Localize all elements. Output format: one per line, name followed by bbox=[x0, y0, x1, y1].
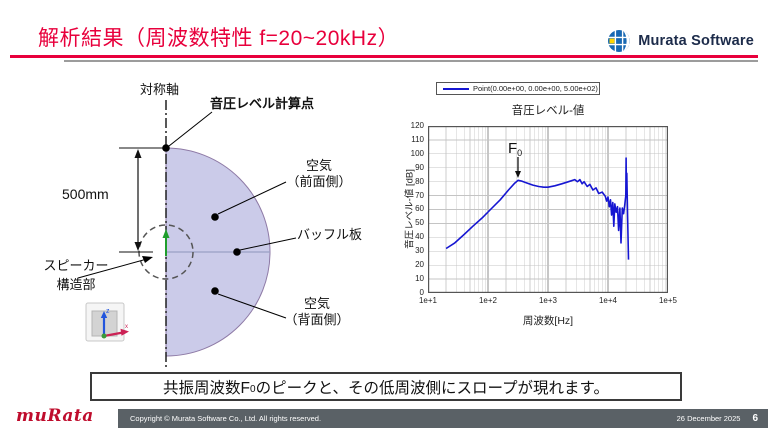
air-front-label: 空気 （前面側） bbox=[278, 158, 360, 190]
legend-series-label: Point(0.00e+00, 0.00e+00, 5.00e+02) bbox=[473, 84, 598, 93]
calc-point-dot bbox=[162, 144, 170, 152]
speaker-structure-label: スピーカー 構造部 bbox=[28, 256, 124, 294]
x-tick-label: 1e+3 bbox=[538, 296, 558, 305]
local-axis-arrow bbox=[162, 229, 170, 256]
title-underline-red bbox=[10, 55, 758, 58]
summary-text-sub: 0 bbox=[250, 384, 256, 395]
x-tick-label: 1e+2 bbox=[478, 296, 498, 305]
triad-z-label: z bbox=[106, 308, 110, 315]
y-tick-label: 120 bbox=[410, 121, 424, 130]
legend-line-swatch bbox=[443, 87, 469, 90]
axisymmetric-model-diagram: z x 対称軸 音圧レベル計算点 空気 （前面側） バッフル板 空気 （背面側）… bbox=[0, 70, 400, 380]
air-front-dot bbox=[211, 213, 219, 221]
y-tick-label: 40 bbox=[415, 232, 424, 242]
footer-bar: Copyright © Murata Software Co., Ltd. Al… bbox=[118, 409, 768, 428]
air-back-leader bbox=[217, 293, 287, 319]
chart-title: 音圧レベル-値 bbox=[511, 105, 585, 117]
murata-software-wordmark: Murata Software bbox=[638, 33, 754, 49]
y-tick-label: 100 bbox=[410, 148, 424, 158]
summary-message-box: 共振周波数F 0 のピークと、その低周波側にスロープが現れます。 bbox=[90, 372, 682, 401]
y-axis-ticks: 120 110 100 90 80 70 60 50 40 30 20 10 0 bbox=[400, 122, 424, 297]
air-front-leader bbox=[217, 181, 287, 215]
coordinate-triad-icon: z x bbox=[85, 302, 129, 342]
y-tick-label: 110 bbox=[411, 134, 424, 144]
spl-frequency-chart: Point(0.00e+00, 0.00e+00, 5.00e+02) 音圧レベ… bbox=[400, 80, 768, 338]
murata-globe-icon bbox=[608, 30, 631, 52]
air-back-line1: 空気 bbox=[303, 296, 330, 311]
summary-text-pre: 共振周波数F bbox=[163, 379, 250, 397]
x-tick-label: 1e+4 bbox=[598, 296, 618, 305]
y-tick-label: 0 bbox=[419, 287, 424, 297]
copyright-text: Copyright © Murata Software Co., Ltd. Al… bbox=[130, 414, 322, 423]
y-tick-label: 20 bbox=[415, 260, 424, 270]
calc-point-label: 音圧レベル計算点 bbox=[210, 96, 315, 111]
footer-date: 26 December 2025 bbox=[676, 414, 741, 423]
murata-footer-logo: muRata bbox=[16, 406, 94, 426]
air-front-line2: （前面側） bbox=[286, 174, 352, 189]
chart-legend: Point(0.00e+00, 0.00e+00, 5.00e+02) bbox=[436, 82, 600, 95]
speaker-line1: スピーカー bbox=[43, 258, 109, 273]
symmetry-axis-label: 対称軸 bbox=[140, 82, 180, 97]
y-tick-label: 60 bbox=[415, 204, 424, 214]
speaker-line2: 構造部 bbox=[56, 277, 96, 292]
speaker-leader-arrow bbox=[77, 256, 153, 279]
page-number: 6 bbox=[752, 413, 758, 424]
air-back-dot bbox=[211, 287, 219, 295]
f0-annotation: F0 bbox=[508, 140, 522, 158]
y-tick-label: 80 bbox=[415, 176, 424, 186]
x-axis-label: 周波数[Hz] bbox=[522, 315, 574, 327]
calc-point-leader bbox=[168, 111, 213, 147]
triad-x-label: x bbox=[125, 324, 128, 330]
baffle-leader bbox=[239, 237, 297, 251]
y-tick-label: 30 bbox=[415, 246, 424, 256]
baffle-dot bbox=[233, 248, 241, 256]
title-underline-gray bbox=[64, 60, 758, 62]
air-front-line1: 空気 bbox=[305, 158, 332, 173]
y-tick-label: 70 bbox=[415, 190, 424, 200]
y-tick-label: 50 bbox=[415, 218, 424, 228]
chart-plot-area: F0 bbox=[427, 125, 669, 294]
summary-text-post: のピークと、その低周波側にスロープが現れます。 bbox=[255, 379, 609, 397]
x-tick-label: 1e+1 bbox=[418, 296, 438, 305]
y-tick-label: 10 bbox=[415, 273, 424, 283]
air-back-label: 空気 （背面側） bbox=[274, 296, 360, 328]
dimension-label: 500mm bbox=[62, 186, 109, 202]
x-axis-ticks: 1e+1 1e+2 1e+3 1e+4 1e+5 bbox=[413, 296, 683, 305]
murata-software-logo: Murata Software bbox=[606, 28, 754, 54]
page-title: 解析結果（周波数特性 f=20~20kHz） bbox=[38, 27, 400, 50]
x-tick-label: 1e+5 bbox=[658, 296, 678, 305]
air-back-line2: （背面側） bbox=[284, 312, 350, 327]
y-tick-label: 90 bbox=[415, 162, 424, 172]
dimension-500mm bbox=[119, 147, 165, 253]
baffle-label: バッフル板 bbox=[297, 227, 363, 242]
